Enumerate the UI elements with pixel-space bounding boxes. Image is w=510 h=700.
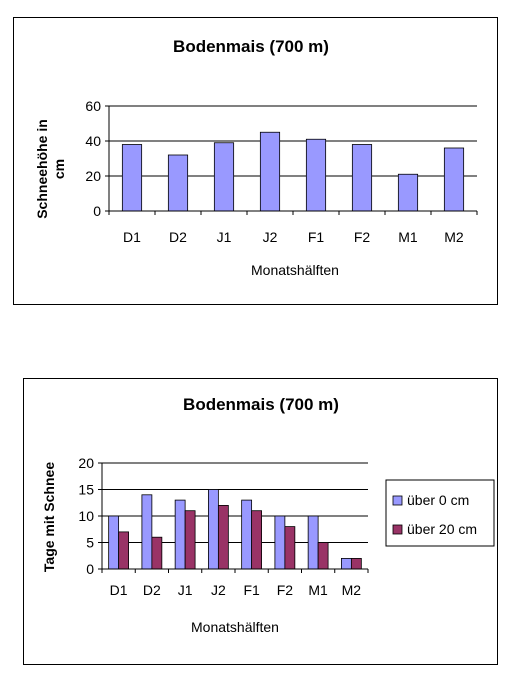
legend-label-1: über 20 cm	[407, 521, 477, 537]
y-tick-label: 10	[78, 508, 94, 524]
bar-M1-s0	[307, 515, 319, 570]
legend-swatch-1	[392, 524, 403, 535]
y-tick-label: 20	[85, 168, 101, 184]
x-tick-label-D2: D2	[143, 582, 161, 598]
y-tick-label: 15	[78, 482, 94, 498]
x-tick-label-J1: J1	[217, 229, 232, 245]
y-axis-label-line2: cm	[51, 159, 67, 179]
legend-box	[385, 479, 495, 547]
plot-area: 0 5 10 15 20 D1 D2 J1 J2 F1 F2 M1 M2	[78, 455, 369, 598]
x-tick-label-D1: D1	[110, 582, 128, 598]
bar-F2-s1	[284, 526, 296, 570]
snow-depth-chart: Bodenmais (700 m) Schneehöhe in cm Monat…	[13, 17, 498, 305]
x-tick-label-F2: F2	[277, 582, 294, 598]
bar-D1-s0	[121, 144, 143, 212]
bar-D1-s0	[108, 515, 120, 570]
bar-F2-s0	[274, 515, 286, 570]
bar-M2-s0	[340, 557, 352, 570]
x-axis-label: Monatshälften	[191, 619, 279, 635]
x-tick-label-J2: J2	[211, 582, 226, 598]
chart-title: Bodenmais (700 m)	[173, 37, 329, 56]
y-axis-label-line1: Schneehöhe in	[34, 119, 50, 219]
x-tick-label-F1: F1	[243, 582, 260, 598]
bar-M2-s0	[443, 147, 465, 212]
bar-M1-s1	[317, 542, 329, 570]
bar-D2-s0	[141, 494, 153, 570]
x-tick-label-F1: F1	[308, 229, 325, 245]
y-tick-label: 0	[86, 561, 94, 577]
legend-swatch-0	[392, 495, 403, 506]
y-tick-label: 0	[93, 203, 101, 219]
y-axis-label: Tage mit Schnee	[41, 462, 57, 572]
bar-J1-s0	[213, 142, 235, 212]
y-tick-label: 5	[86, 535, 94, 551]
x-tick-label-M2: M2	[342, 582, 362, 598]
bar-F1-s0	[241, 499, 253, 570]
bar-F1-s0	[305, 138, 327, 212]
y-tick-label: 40	[85, 133, 101, 149]
bar-J1-s0	[174, 499, 186, 570]
bar-J2-s1	[217, 505, 229, 570]
legend: über 0 cm über 20 cm	[385, 479, 495, 547]
y-tick-label: 20	[78, 455, 94, 471]
bar-D2-s0	[167, 154, 189, 212]
legend-label-0: über 0 cm	[407, 492, 469, 508]
bar-J2-s0	[207, 489, 219, 570]
bar-M2-s1	[350, 557, 362, 570]
x-axis-label: Monatshälften	[251, 262, 339, 278]
x-tick-label-J2: J2	[263, 229, 278, 245]
bar-J1-s1	[184, 510, 196, 570]
x-tick-label-D1: D1	[123, 229, 141, 245]
x-tick-label-J1: J1	[178, 582, 193, 598]
snow-depth-chart-svg: Bodenmais (700 m) Schneehöhe in cm Monat…	[34, 37, 478, 278]
bar-M1-s0	[397, 173, 419, 212]
bar-F1-s1	[251, 510, 263, 570]
x-tick-label-D2: D2	[169, 229, 187, 245]
bar-D2-s1	[151, 536, 163, 570]
x-tick-label-F2: F2	[354, 229, 371, 245]
x-tick-label-M2: M2	[444, 229, 464, 245]
plot-area: 0 20 40 60 D1 D2 J1 J2 F1 F2 M1 M2	[85, 98, 478, 245]
chart-title: Bodenmais (700 m)	[183, 395, 339, 414]
bar-D1-s1	[118, 531, 130, 570]
bar-F2-s0	[351, 144, 373, 212]
snow-days-chart-svg: Bodenmais (700 m) Tage mit Schnee Monats…	[41, 395, 495, 635]
snow-days-chart: Bodenmais (700 m) Tage mit Schnee Monats…	[23, 378, 498, 665]
x-tick-label-M1: M1	[308, 582, 328, 598]
y-tick-label: 60	[85, 98, 101, 114]
bar-J2-s0	[259, 131, 281, 212]
x-tick-label-M1: M1	[398, 229, 418, 245]
